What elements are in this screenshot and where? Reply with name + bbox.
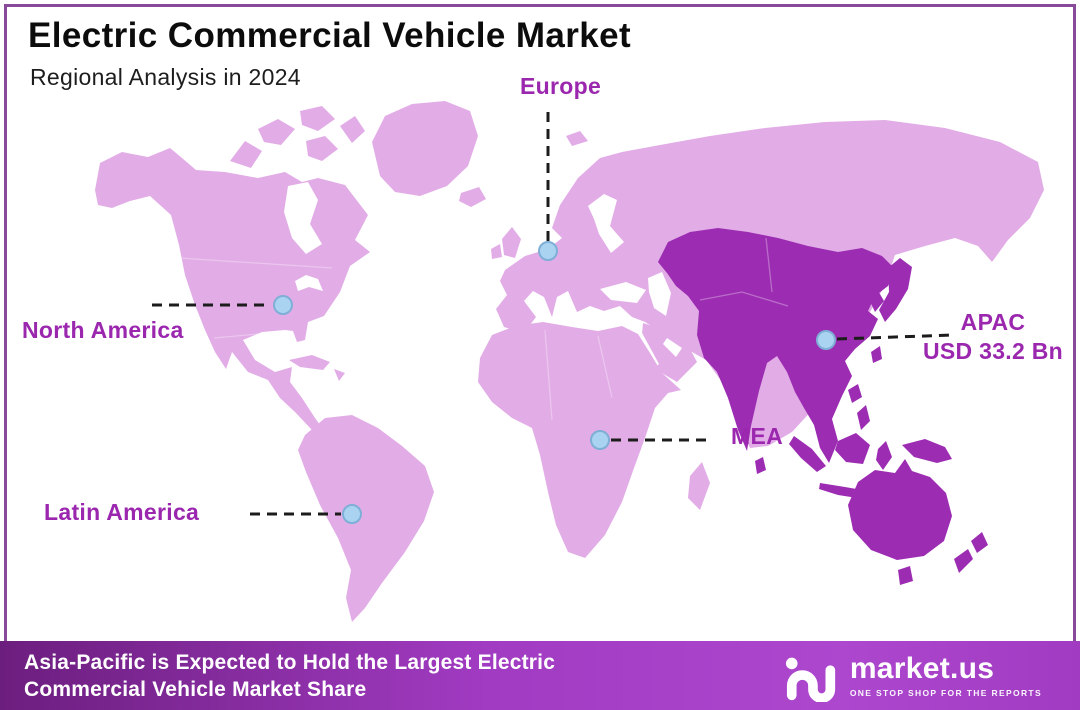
marker-north-america: [273, 295, 293, 315]
market-us-logo-tagline: ONE STOP SHOP FOR THE REPORTS: [849, 687, 1042, 698]
page-subtitle: Regional Analysis in 2024: [30, 64, 301, 90]
leader-line-apac: [836, 333, 955, 341]
leader-lines: [152, 112, 955, 516]
greenland: [372, 101, 478, 196]
region-label-latin-america: Latin America: [44, 499, 200, 525]
continent-north-america: [95, 106, 370, 432]
region-label-apac-name: APAC: [960, 309, 1026, 335]
marker-apac: [816, 330, 836, 350]
region-value-apac: USD 33.2 Bn: [922, 338, 1064, 364]
market-us-logo-textblock: market.us ONE STOP SHOP FOR THE REPORTS: [849, 651, 1042, 698]
page-title: Electric Commercial Vehicle Market: [28, 16, 632, 55]
region-label-mea: MEA: [731, 423, 784, 449]
region-label-north-america: North America: [22, 317, 184, 343]
market-us-logo: market.us ONE STOP SHOP FOR THE REPORTS: [785, 650, 1042, 702]
marker-latin-america: [342, 504, 362, 524]
region-markers: [273, 241, 836, 524]
banner-text: Asia-Pacific is Expected to Hold the Lar…: [24, 649, 555, 703]
continent-south-america: [298, 415, 434, 622]
continent-africa: [478, 322, 710, 558]
marker-mea: [590, 430, 610, 450]
banner-text-line1: Asia-Pacific is Expected to Hold the Lar…: [24, 650, 556, 674]
region-apac-highlighted: [658, 228, 988, 585]
region-label-apac: APAC USD 33.2 Bn: [922, 308, 1064, 366]
region-label-europe: Europe: [520, 73, 602, 99]
marker-europe: [538, 241, 558, 261]
bottom-banner: Asia-Pacific is Expected to Hold the Lar…: [0, 641, 1080, 710]
market-us-logo-icon: [785, 657, 835, 702]
market-us-logo-text: market.us: [849, 651, 995, 685]
banner-text-line2: Commercial Vehicle Market Share: [24, 677, 367, 701]
